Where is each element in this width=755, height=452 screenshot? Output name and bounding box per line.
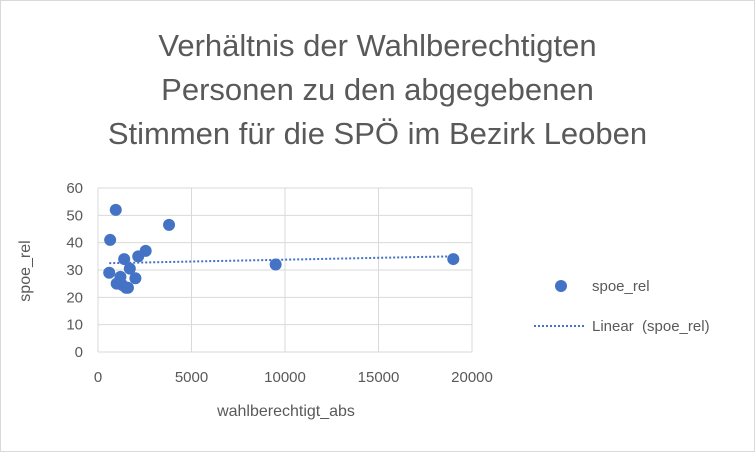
y-tick-label-3: 30: [66, 262, 83, 279]
y-tick-label-6: 60: [66, 180, 83, 197]
x-axis-ticks: 0 5000 10000 15000 20000: [94, 369, 493, 386]
chart-title: Verhältnis der Wahlberechtigten Personen…: [0, 24, 755, 156]
data-point-2: [109, 203, 122, 216]
data-point-0: [103, 266, 116, 279]
data-points: [103, 203, 460, 294]
trendline-layer: [109, 255, 454, 265]
data-point-8: [121, 281, 134, 294]
data-point-14: [269, 258, 282, 271]
legend-label-trendline: Linear (spoe_rel): [592, 318, 710, 335]
x-tick-label-1: 5000: [175, 369, 208, 386]
data-point-9: [123, 262, 136, 275]
trendline: [109, 255, 454, 265]
data-point-10: [129, 272, 142, 285]
x-tick-label-0: 0: [94, 369, 102, 386]
legend-marker-spoe-rel: [555, 280, 567, 292]
y-axis-ticks: 0 10 20 30 40 50 60: [66, 180, 83, 361]
data-point-6: [118, 253, 131, 266]
chart-title-line-2: Personen zu den abgegebenen: [161, 72, 594, 107]
legend: spoe_rel Linear (spoe_rel): [534, 278, 710, 335]
data-point-13: [163, 218, 176, 231]
y-axis-title: spoe_rel: [17, 240, 34, 301]
x-tick-label-4: 20000: [451, 369, 493, 386]
x-tick-label-2: 10000: [264, 369, 306, 386]
y-tick-label-0: 0: [75, 344, 83, 361]
y-tick-label-4: 40: [66, 235, 83, 252]
x-tick-label-3: 15000: [358, 369, 400, 386]
y-tick-label-1: 10: [66, 317, 83, 334]
data-point-1: [104, 233, 117, 246]
chart-title-line-3: Stimmen für die SPÖ im Bezirk Leoben: [107, 116, 648, 151]
y-tick-label-2: 20: [66, 289, 83, 306]
data-point-15: [447, 253, 460, 266]
y-tick-label-5: 50: [66, 207, 83, 224]
data-point-12: [139, 244, 152, 257]
gridlines: [97, 187, 473, 353]
legend-label-spoe-rel: spoe_rel: [592, 278, 650, 295]
x-axis-title: wahlberechtigt_abs: [216, 403, 355, 420]
chart-title-line-1: Verhältnis der Wahlberechtigten: [158, 28, 597, 63]
